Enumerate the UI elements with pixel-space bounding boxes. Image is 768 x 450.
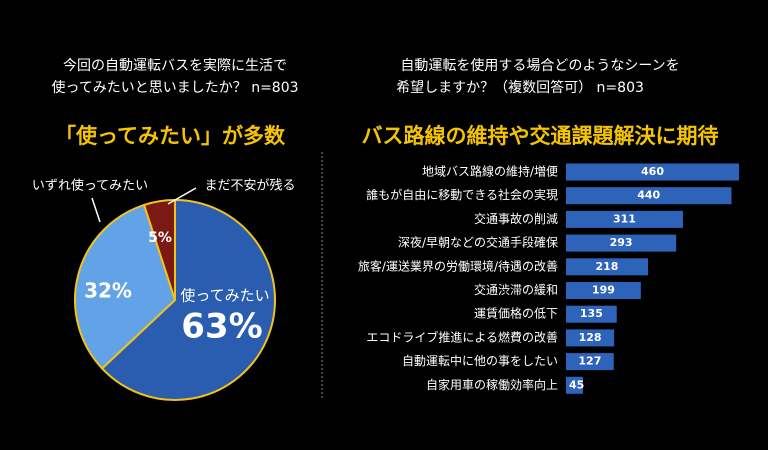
category-label: 誰もが自由に移動できる社会の実現 bbox=[366, 187, 558, 202]
bar bbox=[566, 376, 583, 394]
bar bbox=[566, 163, 739, 181]
slice-label: いずれ使ってみたい bbox=[32, 178, 148, 194]
question: 希望しますか？（複数回答可） n=803 bbox=[396, 79, 644, 96]
bar bbox=[566, 329, 615, 347]
leader-line bbox=[91, 197, 101, 223]
value-label: 45 bbox=[569, 378, 584, 391]
slice-value-label: 63% bbox=[181, 307, 262, 347]
bar bbox=[566, 210, 683, 228]
slice-label: まだ不安が残る bbox=[204, 179, 295, 194]
bar bbox=[566, 234, 677, 252]
value-label: 135 bbox=[580, 307, 603, 320]
value-label: 127 bbox=[578, 355, 601, 368]
value-label: 293 bbox=[610, 236, 633, 249]
value-label: 128 bbox=[579, 331, 602, 344]
slice-label: 使ってみたい bbox=[180, 287, 269, 305]
category-label: 自家用車の稼働効率向上 bbox=[426, 377, 558, 392]
bar bbox=[566, 305, 617, 323]
category-label: 運賃価格の低下 bbox=[474, 306, 558, 321]
bar bbox=[566, 187, 732, 205]
value-label: 440 bbox=[637, 189, 660, 202]
value-label: 199 bbox=[592, 284, 615, 297]
question: 使ってみたいと思いましたか？ n=803 bbox=[51, 79, 298, 96]
leader-line bbox=[167, 187, 197, 205]
value-label: 460 bbox=[641, 165, 664, 178]
value-label: 218 bbox=[596, 260, 619, 273]
bar bbox=[566, 282, 641, 299]
slice-value-label: 5% bbox=[148, 230, 172, 246]
headline: 「使ってみたい」が多数 bbox=[55, 124, 286, 148]
category-label: 深夜/早朝などの交通手段確保 bbox=[398, 235, 558, 250]
bar bbox=[566, 258, 648, 276]
category-label: 旅客/運送業界の労働環境/待遇の改善 bbox=[358, 258, 558, 273]
question: 自動運転を使用する場合どのようなシーンを bbox=[400, 57, 679, 74]
value-label: 311 bbox=[613, 212, 636, 225]
category-label: 交通渋滞の緩和 bbox=[474, 282, 558, 297]
pie-slice bbox=[100, 198, 276, 401]
headline: バス路線の維持や交通課題解決に期待 bbox=[362, 124, 719, 148]
bar bbox=[566, 353, 614, 371]
category-label: 交通事故の削減 bbox=[474, 211, 558, 226]
category-label: 自動運転中に他の事をしたい bbox=[402, 353, 558, 368]
category-label: エコドライブ推進による燃費の改善 bbox=[366, 329, 558, 344]
question: 今回の自動運転バスを実際に生活で bbox=[63, 58, 287, 74]
category-label: 地域バス路線の維持/増便 bbox=[422, 164, 558, 179]
pie-slice bbox=[74, 203, 177, 370]
slice-value-label: 32% bbox=[84, 279, 132, 303]
